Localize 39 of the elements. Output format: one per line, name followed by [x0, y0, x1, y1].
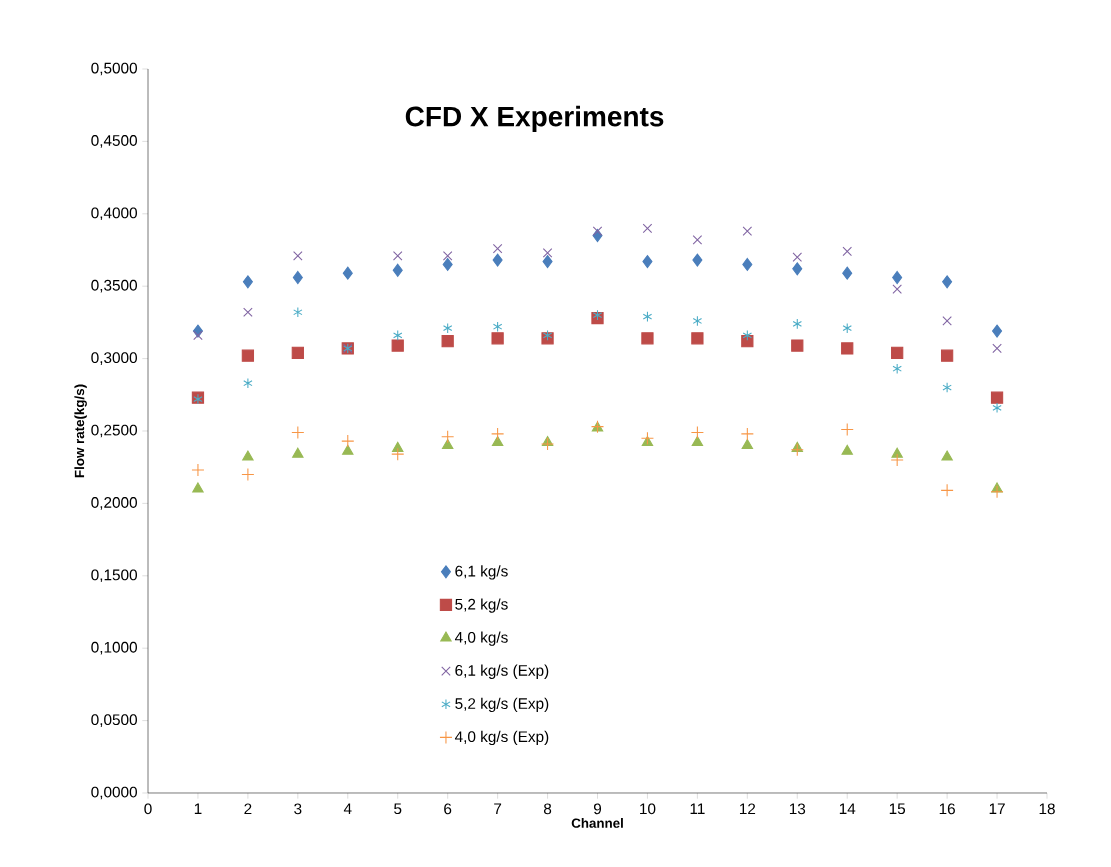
y-tick-label: 0,3000: [91, 352, 137, 365]
x-tick-label: 1: [194, 803, 202, 814]
y-tick-label: 0,0500: [91, 714, 137, 727]
x-tick-label: 15: [889, 803, 906, 815]
x-tick-label: 9: [593, 803, 602, 815]
x-tick-label: 0: [144, 803, 152, 815]
x-tick-label: 3: [294, 803, 302, 815]
legend-label: 6,1 kg/s (Exp): [455, 664, 549, 679]
x-tick-label: 7: [494, 803, 502, 814]
text: CFD X Experiments: [405, 105, 664, 132]
x-tick-label: 5: [394, 803, 402, 815]
y-tick-label: 0,4000: [91, 207, 137, 221]
x-tick-label: 14: [839, 803, 856, 814]
y-tick-label: 0,0000: [91, 786, 137, 800]
x-axis-title: Channel: [571, 818, 623, 828]
y-tick-label: 0,2000: [91, 497, 137, 510]
x-tick-label: 13: [789, 803, 806, 815]
y-tick-label: 0,4500: [91, 135, 137, 148]
legend-label: 4,0 kg/s: [454, 631, 508, 646]
legend-label: 4,0 kg/s (Exp): [454, 730, 549, 746]
legend-label: 5,2 kg/s: [455, 598, 508, 613]
x-tick-label: 11: [690, 803, 705, 814]
x-tick-label: 2: [244, 803, 252, 815]
x-tick-label: 12: [739, 803, 756, 815]
y-tick-label: 0,1000: [91, 641, 137, 655]
y-tick-label: 0,1500: [91, 569, 137, 583]
x-tick-label: 16: [939, 803, 955, 815]
x-tick-label: 18: [1039, 803, 1055, 815]
x-tick-label: 10: [640, 803, 656, 815]
y-tick-label: 0,2500: [91, 424, 137, 438]
x-tick-label: 6: [444, 803, 452, 815]
y-tick-label: 0,3500: [91, 279, 137, 293]
legend-label: 6,1 kg/s: [455, 565, 508, 580]
x-tick-label: 4: [343, 803, 352, 814]
x-tick-label: 17: [989, 803, 1005, 814]
legend-label: 5,2 kg/s (Exp): [455, 697, 549, 713]
y-tick-label: 0,5000: [91, 62, 137, 76]
y-axis-title: Flow rate(kg/s): [74, 384, 87, 478]
x-tick-label: 8: [543, 803, 552, 815]
